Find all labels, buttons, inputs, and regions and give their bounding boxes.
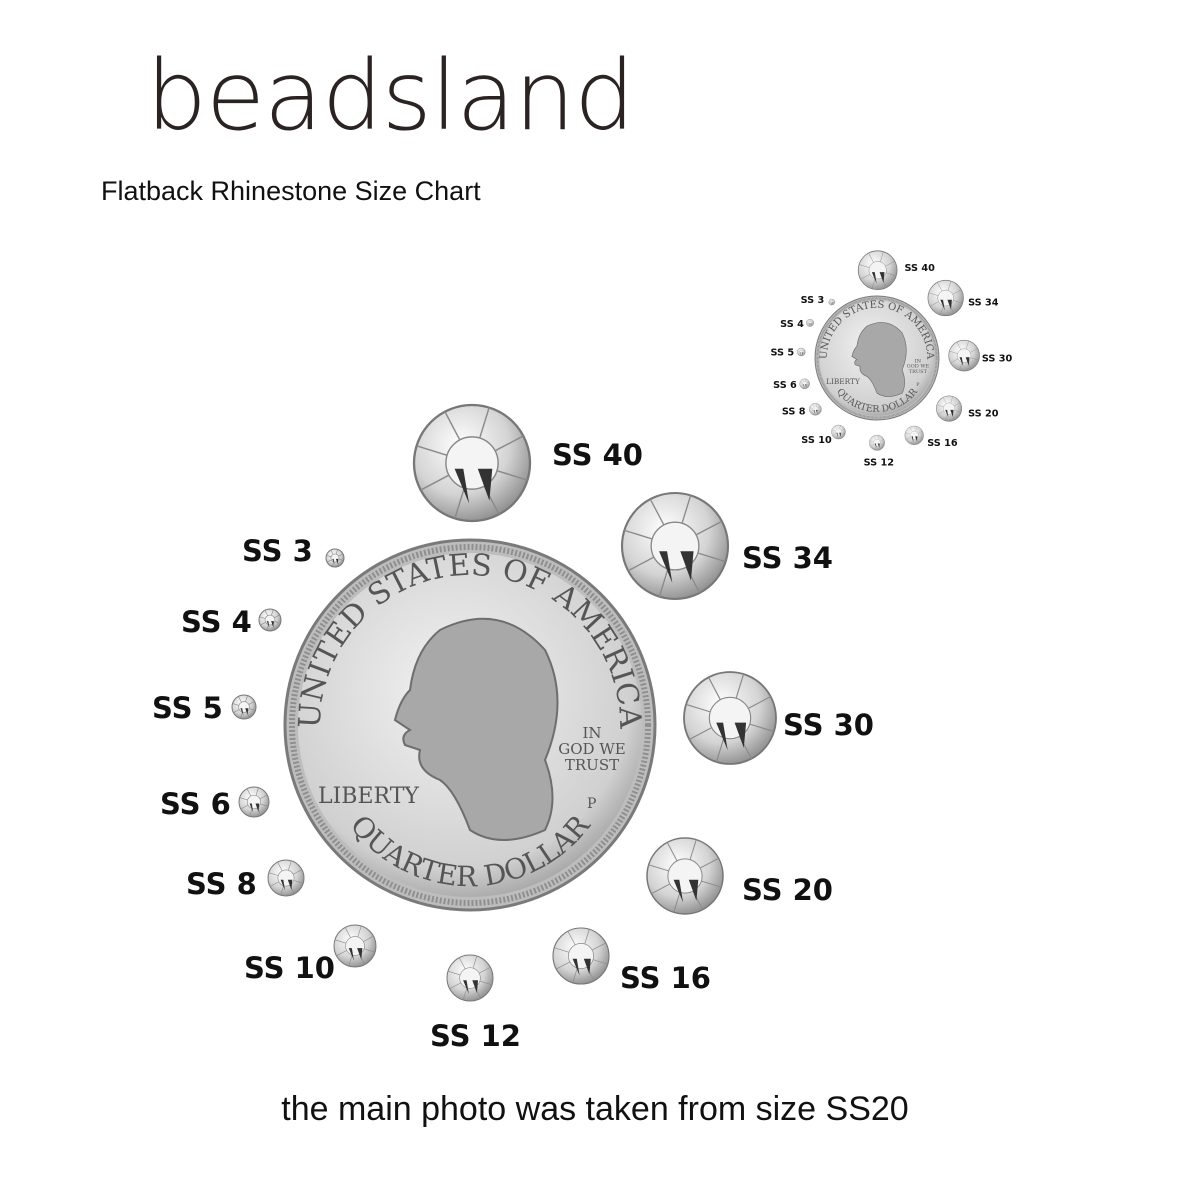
size-label: SS 10 (801, 435, 832, 446)
size-label: SS 30 (982, 353, 1013, 364)
coin-liberty: LIBERTY (826, 377, 860, 386)
rhinestone-ss5 (797, 347, 806, 357)
rhinestone-ss34 (620, 491, 730, 601)
rhinestone-ss40 (857, 250, 898, 291)
brand-logo: beadsland (146, 40, 635, 152)
rhinestone-ss30 (683, 671, 777, 765)
coin-motto: TRUST (909, 369, 928, 375)
rhinestone-ss4 (258, 608, 282, 632)
washington-portrait (393, 617, 559, 841)
size-label: SS 8 (186, 867, 257, 901)
size-label: SS 5 (152, 691, 223, 725)
coin-liberty: LIBERTY (318, 784, 419, 809)
size-label: SS 12 (430, 1019, 521, 1053)
coin-motto: IN (915, 358, 922, 364)
size-label: SS 10 (244, 951, 335, 985)
washington-portrait (851, 322, 907, 397)
chart-title: Flatback Rhinestone Size Chart (101, 176, 481, 206)
size-label: SS 6 (773, 380, 797, 391)
caption: the main photo was taken from size SS20 (281, 1090, 909, 1128)
size-label: SS 20 (968, 409, 999, 420)
rhinestone-ss6 (799, 378, 810, 389)
rhinestone-ss3 (828, 298, 835, 306)
rhinestone-ss30 (948, 339, 980, 372)
size-label: SS 4 (181, 605, 252, 639)
size-label: SS 6 (160, 787, 231, 821)
size-label: SS 12 (864, 458, 894, 469)
size-label: SS 8 (782, 407, 806, 418)
rhinestone-ss12 (869, 434, 885, 451)
rhinestone-ss20 (646, 837, 724, 915)
rhinestone-ss16 (904, 425, 924, 445)
size-label: SS 20 (742, 873, 833, 907)
rhinestone-ss12 (446, 954, 494, 1002)
rhinestone-ss34 (927, 279, 964, 317)
rhinestone-ss4 (806, 318, 814, 327)
rhinestone-ss16 (552, 927, 610, 985)
coin-mint-mark: P (916, 382, 919, 388)
rhinestone-ss3 (325, 548, 345, 568)
rhinestone-ss20 (936, 395, 963, 422)
rhinestone-ss10 (333, 924, 377, 968)
size-label: SS 34 (742, 541, 833, 575)
rhinestone-ss6 (238, 786, 270, 818)
rhinestone-ss5 (231, 694, 257, 720)
rhinestone-ss8 (267, 859, 305, 897)
rhinestone-ss8 (809, 403, 822, 416)
size-label: SS 34 (968, 297, 999, 308)
rhinestone-ss10 (831, 424, 846, 440)
size-label: SS 3 (801, 295, 825, 306)
size-label: SS 16 (620, 961, 711, 995)
size-label: SS 40 (904, 263, 935, 274)
size-label: SS 4 (780, 319, 804, 330)
size-label: SS 30 (783, 708, 874, 742)
size-label: SS 16 (927, 438, 958, 449)
coin-motto: IN (582, 724, 601, 742)
size-label: SS 5 (770, 348, 794, 359)
rhinestone-ss40 (412, 403, 532, 523)
coin-mint-mark: P (587, 796, 596, 812)
size-label: SS 40 (552, 438, 643, 472)
coin-motto: GOD WE (558, 740, 625, 758)
size-label: SS 3 (242, 534, 313, 568)
coin-motto: GOD WE (907, 364, 930, 370)
coin-motto: TRUST (565, 756, 619, 774)
